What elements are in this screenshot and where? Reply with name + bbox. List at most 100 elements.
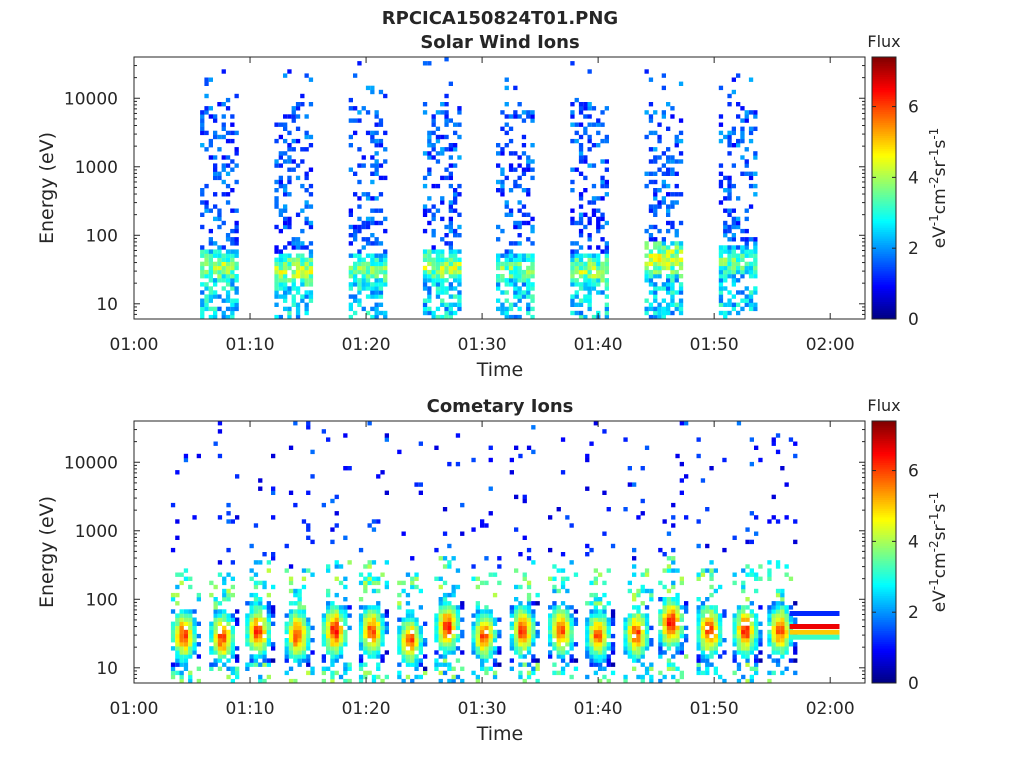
flux-cell xyxy=(453,228,458,234)
flux-cell xyxy=(526,286,531,291)
flux-cell xyxy=(448,241,453,246)
flux-cell xyxy=(480,658,485,663)
flux-cell xyxy=(623,633,628,639)
flux-cell xyxy=(301,654,307,659)
colorbar-segment xyxy=(872,517,896,520)
flux-cell xyxy=(666,597,672,602)
flux-cell xyxy=(208,269,213,275)
flux-cell xyxy=(644,613,650,618)
flux-cell xyxy=(758,621,763,626)
flux-cell xyxy=(598,678,603,684)
flux-cell xyxy=(343,576,348,581)
flux-cell xyxy=(378,265,384,271)
flux-cell xyxy=(488,650,493,655)
flux-cell xyxy=(497,646,502,651)
colorbar-segment xyxy=(872,183,896,187)
flux-cell xyxy=(522,605,527,610)
flux-cell xyxy=(442,609,448,614)
flux-cell xyxy=(334,658,339,663)
flux-cell xyxy=(225,171,231,176)
colorbar-segment xyxy=(872,59,896,62)
flux-cell xyxy=(295,306,301,312)
flux-cell xyxy=(301,568,307,573)
flux-cell xyxy=(780,617,785,622)
flux-cell xyxy=(371,642,377,647)
flux-cell xyxy=(365,237,371,242)
flux-cell xyxy=(338,642,344,647)
flux-cell xyxy=(583,159,588,164)
flux-cell xyxy=(471,621,476,626)
flux-cell xyxy=(401,621,406,626)
colorbar-segment xyxy=(872,434,896,437)
flux-cell xyxy=(374,314,379,320)
flux-cell xyxy=(662,584,667,590)
flux-cell xyxy=(674,192,679,197)
flux-cell xyxy=(213,441,218,446)
flux-cell xyxy=(480,654,485,659)
flux-cell xyxy=(644,269,649,275)
flux-cell xyxy=(521,204,527,209)
flux-cell xyxy=(278,228,283,234)
flux-cell xyxy=(192,650,197,655)
flux-cell xyxy=(170,592,176,598)
flux-cell xyxy=(378,163,384,168)
flux-cell xyxy=(283,274,288,279)
flux-cell xyxy=(440,200,445,205)
flux-cell xyxy=(274,196,279,201)
flux-cell xyxy=(448,314,453,320)
flux-cell xyxy=(670,257,675,262)
flux-cell xyxy=(284,642,289,647)
flux-cell xyxy=(438,646,443,651)
flux-cell xyxy=(723,224,728,230)
flux-cell xyxy=(744,147,749,152)
flux-cell xyxy=(448,143,453,148)
flux-cell xyxy=(301,658,307,663)
colorbar-segment xyxy=(872,438,896,442)
flux-cell xyxy=(736,224,741,230)
flux-cell xyxy=(713,605,718,610)
flux-cell xyxy=(422,212,428,217)
flux-cell xyxy=(297,613,302,618)
flux-cell xyxy=(517,261,522,267)
colorbar-segment xyxy=(872,602,896,605)
flux-cell xyxy=(293,678,298,684)
flux-cell xyxy=(295,253,301,258)
flux-cell xyxy=(496,278,501,283)
flux-cell xyxy=(217,269,222,275)
flux-cell xyxy=(347,625,352,631)
flux-cell xyxy=(204,294,209,299)
unit-exponent: -1 xyxy=(927,128,941,140)
flux-cell xyxy=(179,662,184,667)
flux-cell xyxy=(283,216,288,222)
flux-cell xyxy=(321,429,326,434)
flux-cell xyxy=(509,609,514,614)
flux-cell xyxy=(521,220,527,226)
colorbar-segment xyxy=(872,65,896,69)
flux-cell xyxy=(535,662,540,667)
flux-cell xyxy=(784,564,789,569)
flux-cell xyxy=(230,274,235,279)
flux-cell xyxy=(343,605,348,610)
flux-cell xyxy=(297,642,302,647)
flux-cell xyxy=(636,588,641,594)
flux-cell xyxy=(475,629,480,635)
flux-cell xyxy=(705,605,710,610)
flux-cell xyxy=(744,228,749,234)
flux-cell xyxy=(295,310,301,316)
flux-cell xyxy=(649,662,654,667)
flux-cell xyxy=(204,298,209,303)
colorbar-segment xyxy=(872,615,896,618)
flux-cell xyxy=(448,220,453,226)
flux-cell xyxy=(666,208,671,213)
flux-cell xyxy=(518,552,523,557)
flux-cell xyxy=(780,592,785,598)
flux-cell xyxy=(741,580,746,586)
flux-cell xyxy=(591,274,597,279)
flux-cell xyxy=(591,143,597,148)
flux-cell xyxy=(504,143,509,148)
flux-cell xyxy=(293,613,298,618)
flux-cell xyxy=(374,167,379,172)
flux-cell xyxy=(234,278,239,283)
flux-cell xyxy=(258,629,263,635)
flux-cell xyxy=(431,143,436,148)
